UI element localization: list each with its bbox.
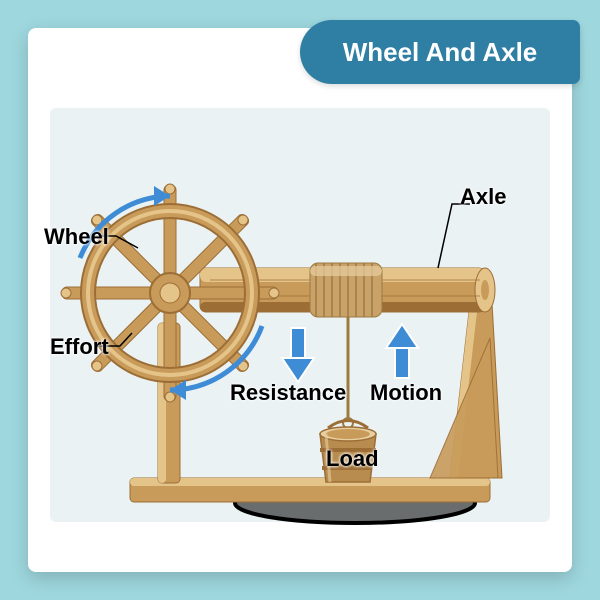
label-motion: Motion [370, 380, 442, 406]
title-tab: Wheel And Axle [300, 20, 580, 84]
motion-arrow-icon [386, 324, 418, 378]
rope-wound [310, 263, 382, 317]
diagram-svg [50, 108, 550, 528]
label-wheel: Wheel [44, 224, 109, 250]
label-effort: Effort [50, 334, 109, 360]
card: Wheel And Axle [28, 28, 572, 572]
label-axle: Axle [460, 184, 506, 210]
label-resistance: Resistance [230, 380, 346, 406]
title-text: Wheel And Axle [343, 37, 538, 68]
label-load: Load [326, 446, 379, 472]
page-background: Wheel And Axle [0, 0, 600, 600]
diagram-area: Wheel Effort Axle Resistance Motion Load [50, 108, 550, 522]
resistance-arrow-icon [282, 328, 314, 382]
